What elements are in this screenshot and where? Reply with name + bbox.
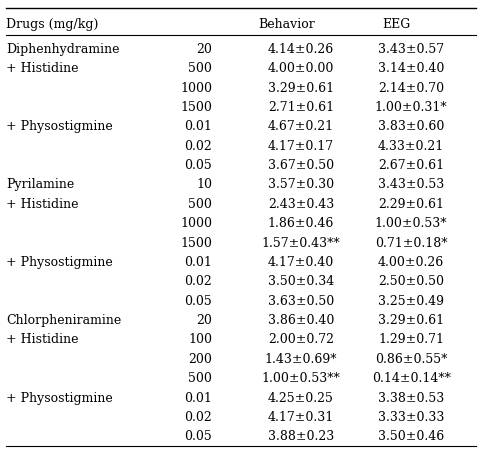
Text: + Physostigmine: + Physostigmine <box>6 120 113 133</box>
Text: 0.02: 0.02 <box>185 410 212 423</box>
Text: 4.33±0.21: 4.33±0.21 <box>378 139 444 152</box>
Text: 200: 200 <box>188 352 212 365</box>
Text: 500: 500 <box>188 62 212 75</box>
Text: 3.67±0.50: 3.67±0.50 <box>268 159 334 172</box>
Text: 4.17±0.31: 4.17±0.31 <box>268 410 334 423</box>
Text: 4.17±0.40: 4.17±0.40 <box>268 256 334 269</box>
Text: 1000: 1000 <box>180 81 212 94</box>
Text: 4.14±0.26: 4.14±0.26 <box>268 43 334 56</box>
Text: 2.71±0.61: 2.71±0.61 <box>268 101 334 114</box>
Text: 3.63±0.50: 3.63±0.50 <box>268 294 334 307</box>
Text: 4.67±0.21: 4.67±0.21 <box>268 120 334 133</box>
Text: 20: 20 <box>196 313 212 326</box>
Text: 4.00±0.26: 4.00±0.26 <box>378 256 444 269</box>
Text: 2.67±0.61: 2.67±0.61 <box>378 159 444 172</box>
Text: 0.01: 0.01 <box>185 256 212 269</box>
Text: 3.43±0.53: 3.43±0.53 <box>378 178 444 191</box>
Text: 0.02: 0.02 <box>185 275 212 288</box>
Text: 500: 500 <box>188 371 212 384</box>
Text: 3.29±0.61: 3.29±0.61 <box>378 313 444 326</box>
Text: 3.83±0.60: 3.83±0.60 <box>378 120 444 133</box>
Text: 10: 10 <box>196 178 212 191</box>
Text: 2.50±0.50: 2.50±0.50 <box>378 275 444 288</box>
Text: 3.29±0.61: 3.29±0.61 <box>268 81 334 94</box>
Text: 1.00±0.53**: 1.00±0.53** <box>262 371 340 384</box>
Text: 0.02: 0.02 <box>185 139 212 152</box>
Text: + Histidine: + Histidine <box>6 197 79 210</box>
Text: 3.88±0.23: 3.88±0.23 <box>268 429 334 442</box>
Text: 0.01: 0.01 <box>185 391 212 404</box>
Text: 0.71±0.18*: 0.71±0.18* <box>375 236 447 249</box>
Text: 1500: 1500 <box>180 236 212 249</box>
Text: Diphenhydramine: Diphenhydramine <box>6 43 120 56</box>
Text: 1.29±0.71: 1.29±0.71 <box>378 333 444 346</box>
Text: 3.25±0.49: 3.25±0.49 <box>378 294 444 307</box>
Text: 3.86±0.40: 3.86±0.40 <box>268 313 334 326</box>
Text: + Histidine: + Histidine <box>6 333 79 346</box>
Text: 20: 20 <box>196 43 212 56</box>
Text: 0.05: 0.05 <box>185 429 212 442</box>
Text: 3.50±0.46: 3.50±0.46 <box>378 429 444 442</box>
Text: 4.00±0.00: 4.00±0.00 <box>268 62 334 75</box>
Text: 4.25±0.25: 4.25±0.25 <box>268 391 334 404</box>
Text: EEG: EEG <box>383 18 411 31</box>
Text: Drugs (mg/kg): Drugs (mg/kg) <box>6 18 98 31</box>
Text: 3.57±0.30: 3.57±0.30 <box>268 178 334 191</box>
Text: 1.43±0.69*: 1.43±0.69* <box>265 352 337 365</box>
Text: 500: 500 <box>188 197 212 210</box>
Text: 2.14±0.70: 2.14±0.70 <box>378 81 444 94</box>
Text: 1000: 1000 <box>180 217 212 230</box>
Text: 0.05: 0.05 <box>185 294 212 307</box>
Text: 3.50±0.34: 3.50±0.34 <box>268 275 334 288</box>
Text: 2.00±0.72: 2.00±0.72 <box>268 333 334 346</box>
Text: 3.14±0.40: 3.14±0.40 <box>378 62 444 75</box>
Text: + Physostigmine: + Physostigmine <box>6 256 113 269</box>
Text: 0.14±0.14**: 0.14±0.14** <box>372 371 451 384</box>
Text: 100: 100 <box>188 333 212 346</box>
Text: 2.29±0.61: 2.29±0.61 <box>378 197 444 210</box>
Text: + Histidine: + Histidine <box>6 62 79 75</box>
Text: 3.43±0.57: 3.43±0.57 <box>378 43 444 56</box>
Text: 2.43±0.43: 2.43±0.43 <box>268 197 334 210</box>
Text: Pyrilamine: Pyrilamine <box>6 178 74 191</box>
Text: 3.33±0.33: 3.33±0.33 <box>378 410 444 423</box>
Text: 1500: 1500 <box>180 101 212 114</box>
Text: 1.00±0.53*: 1.00±0.53* <box>375 217 447 230</box>
Text: 0.86±0.55*: 0.86±0.55* <box>375 352 447 365</box>
Text: 4.17±0.17: 4.17±0.17 <box>268 139 334 152</box>
Text: 1.57±0.43**: 1.57±0.43** <box>262 236 340 249</box>
Text: + Physostigmine: + Physostigmine <box>6 391 113 404</box>
Text: 1.00±0.31*: 1.00±0.31* <box>375 101 447 114</box>
Text: 0.05: 0.05 <box>185 159 212 172</box>
Text: 0.01: 0.01 <box>185 120 212 133</box>
Text: Behavior: Behavior <box>258 18 315 31</box>
Text: 1.86±0.46: 1.86±0.46 <box>268 217 334 230</box>
Text: 3.38±0.53: 3.38±0.53 <box>378 391 444 404</box>
Text: Chlorpheniramine: Chlorpheniramine <box>6 313 121 326</box>
